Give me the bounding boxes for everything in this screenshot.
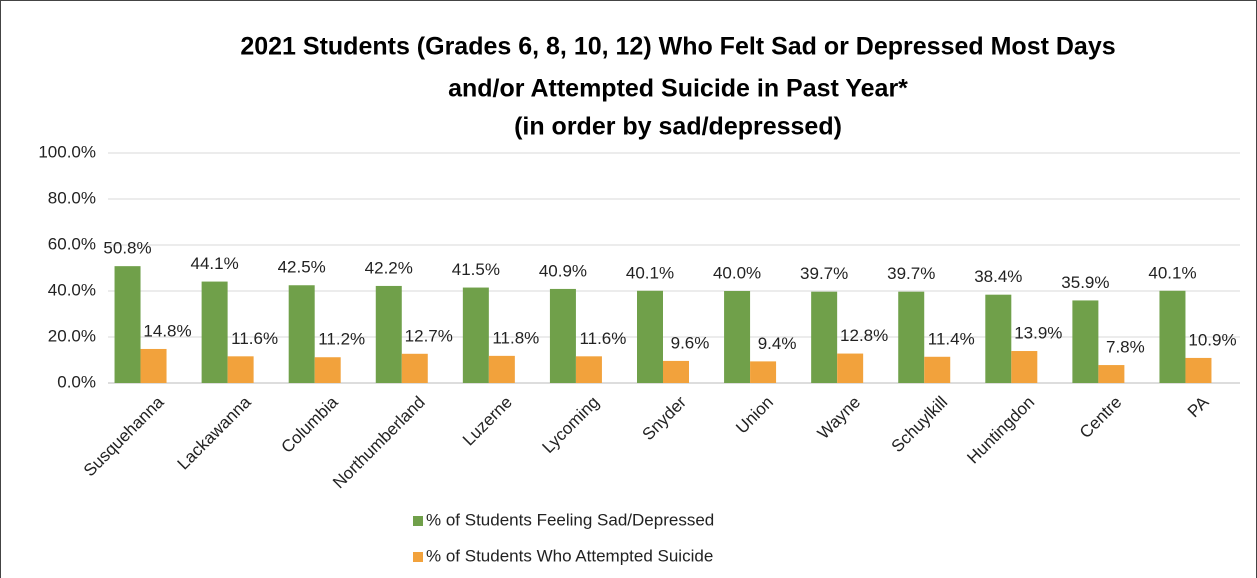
value-label: 42.5% bbox=[278, 258, 326, 277]
bar bbox=[314, 357, 341, 383]
x-tick-label: Wayne bbox=[814, 393, 864, 443]
value-label: 9.6% bbox=[671, 333, 710, 352]
y-tick-label: 0.0% bbox=[57, 372, 96, 391]
value-label: 39.7% bbox=[887, 264, 935, 283]
legend-label: % of Students Feeling Sad/Depressed bbox=[426, 510, 714, 529]
x-tick-label: Susquehanna bbox=[80, 392, 168, 480]
legend-swatch bbox=[413, 516, 423, 526]
bar bbox=[837, 353, 864, 383]
value-label: 12.7% bbox=[405, 326, 453, 345]
bar bbox=[140, 348, 167, 383]
x-tick-label: Northumberland bbox=[329, 393, 429, 493]
value-label: 11.8% bbox=[492, 328, 539, 347]
value-label: 44.1% bbox=[191, 254, 239, 273]
x-tick-label: PA bbox=[1184, 392, 1213, 421]
x-tick-label: Luzerne bbox=[459, 393, 516, 450]
value-label: 14.8% bbox=[143, 321, 191, 340]
bar bbox=[549, 288, 576, 383]
bar bbox=[924, 356, 951, 383]
chart-title: (in order by sad/depressed) bbox=[514, 113, 842, 141]
value-label: 11.2% bbox=[318, 330, 365, 349]
legend-swatch bbox=[413, 552, 423, 562]
bar bbox=[811, 291, 838, 383]
value-label: 11.4% bbox=[928, 329, 975, 348]
bar bbox=[750, 361, 777, 383]
bar bbox=[462, 287, 489, 383]
x-tick-label: Union bbox=[732, 393, 777, 438]
x-tick-label: Snyder bbox=[638, 392, 690, 444]
bar bbox=[401, 353, 428, 383]
x-tick-label: Lycoming bbox=[538, 393, 602, 457]
y-tick-label: 20.0% bbox=[48, 326, 96, 345]
y-tick-label: 40.0% bbox=[48, 280, 96, 299]
bar bbox=[985, 294, 1012, 383]
bar bbox=[288, 285, 315, 383]
bar bbox=[898, 291, 925, 383]
bar bbox=[227, 356, 254, 383]
legend-label: % of Students Who Attempted Suicide bbox=[426, 546, 713, 565]
value-label: 11.6% bbox=[231, 329, 278, 348]
y-tick-label: 80.0% bbox=[48, 188, 96, 207]
value-label: 12.8% bbox=[840, 326, 888, 345]
bar bbox=[1185, 357, 1212, 383]
value-label: 40.1% bbox=[1148, 263, 1196, 282]
value-label: 39.7% bbox=[800, 264, 848, 283]
value-label: 9.4% bbox=[758, 334, 797, 353]
y-tick-label: 100.0% bbox=[38, 142, 96, 161]
value-label: 38.4% bbox=[974, 267, 1022, 286]
value-label: 10.9% bbox=[1188, 330, 1236, 349]
x-tick-label: Centre bbox=[1076, 393, 1126, 443]
value-label: 40.1% bbox=[626, 263, 674, 282]
value-label: 7.8% bbox=[1106, 338, 1145, 357]
bar bbox=[114, 266, 141, 383]
value-label: 35.9% bbox=[1061, 273, 1109, 292]
x-tick-label: Lackawanna bbox=[174, 392, 255, 473]
bar bbox=[724, 291, 751, 383]
value-label: 13.9% bbox=[1014, 324, 1062, 343]
value-label: 40.9% bbox=[539, 261, 587, 280]
x-tick-label: Huntingdon bbox=[963, 393, 1038, 468]
bar bbox=[201, 281, 228, 383]
chart-title: and/or Attempted Suicide in Past Year* bbox=[448, 75, 908, 103]
bar bbox=[1159, 290, 1186, 383]
chart-title: 2021 Students (Grades 6, 8, 10, 12) Who … bbox=[240, 33, 1115, 61]
y-tick-label: 60.0% bbox=[48, 234, 96, 253]
bar bbox=[663, 360, 689, 383]
value-label: 40.0% bbox=[713, 263, 761, 282]
bar bbox=[1098, 365, 1125, 383]
value-label: 50.8% bbox=[103, 239, 151, 258]
bar bbox=[488, 355, 515, 383]
value-label: 42.2% bbox=[365, 258, 413, 277]
value-label: 41.5% bbox=[452, 260, 500, 279]
bar bbox=[575, 356, 602, 383]
x-tick-label: Schuylkill bbox=[888, 393, 952, 457]
bar bbox=[1072, 300, 1099, 383]
bar bbox=[375, 285, 402, 383]
value-label: 11.6% bbox=[579, 329, 626, 348]
bar bbox=[1011, 351, 1038, 383]
x-tick-label: Columbia bbox=[277, 392, 342, 457]
bar bbox=[637, 290, 663, 383]
